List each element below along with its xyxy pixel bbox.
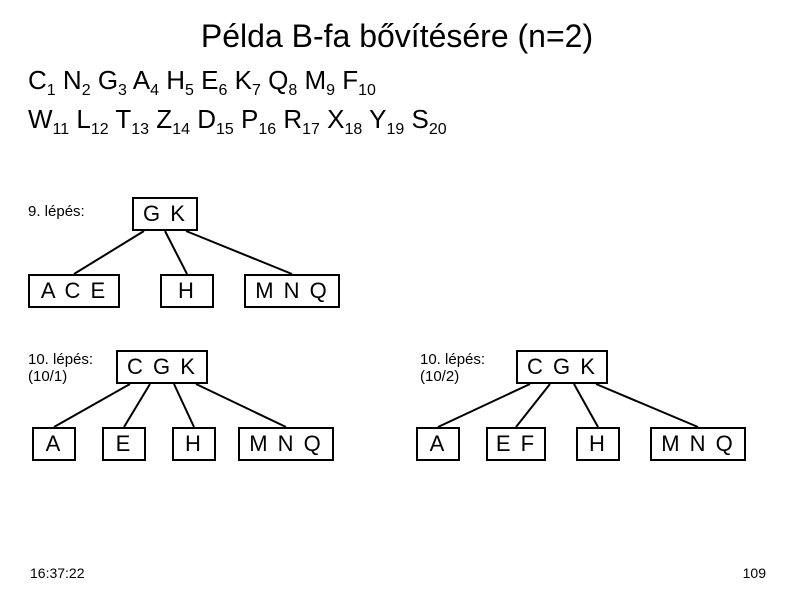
step10b-label: 10. lépés: (10/2) — [420, 352, 485, 385]
step10b-line2: (10/2) — [420, 368, 459, 385]
step10a-line1: 10. lépés: — [28, 351, 93, 368]
btree-node: E F — [486, 427, 546, 461]
btree-node: A — [416, 427, 460, 461]
footer-page: 109 — [743, 565, 766, 581]
btree-node: C G K — [516, 350, 608, 384]
btree-node: C G K — [116, 350, 208, 384]
btree-node: H — [160, 274, 214, 308]
btree-node: E — [102, 427, 146, 461]
step10b-line1: 10. lépés: — [420, 351, 485, 368]
btree-node: H — [576, 427, 620, 461]
btree-node: G K — [132, 197, 198, 231]
btree-node: M N Q — [244, 274, 340, 308]
btree-node: M N Q — [238, 427, 334, 461]
diagram-canvas: G KA C EHM N QC G KAEHM N QC G KAE FHM N… — [0, 0, 794, 595]
step10a-label: 10. lépés: (10/1) — [28, 352, 93, 385]
step9-label: 9. lépés: — [28, 204, 85, 221]
step10a-line2: (10/1) — [28, 368, 67, 385]
btree-node: A C E — [28, 274, 120, 308]
step9-text: 9. lépés: — [28, 203, 85, 220]
btree-node: A — [32, 427, 76, 461]
btree-node: M N Q — [650, 427, 746, 461]
footer-time: 16:37:22 — [30, 565, 85, 581]
btree-node: H — [172, 427, 216, 461]
